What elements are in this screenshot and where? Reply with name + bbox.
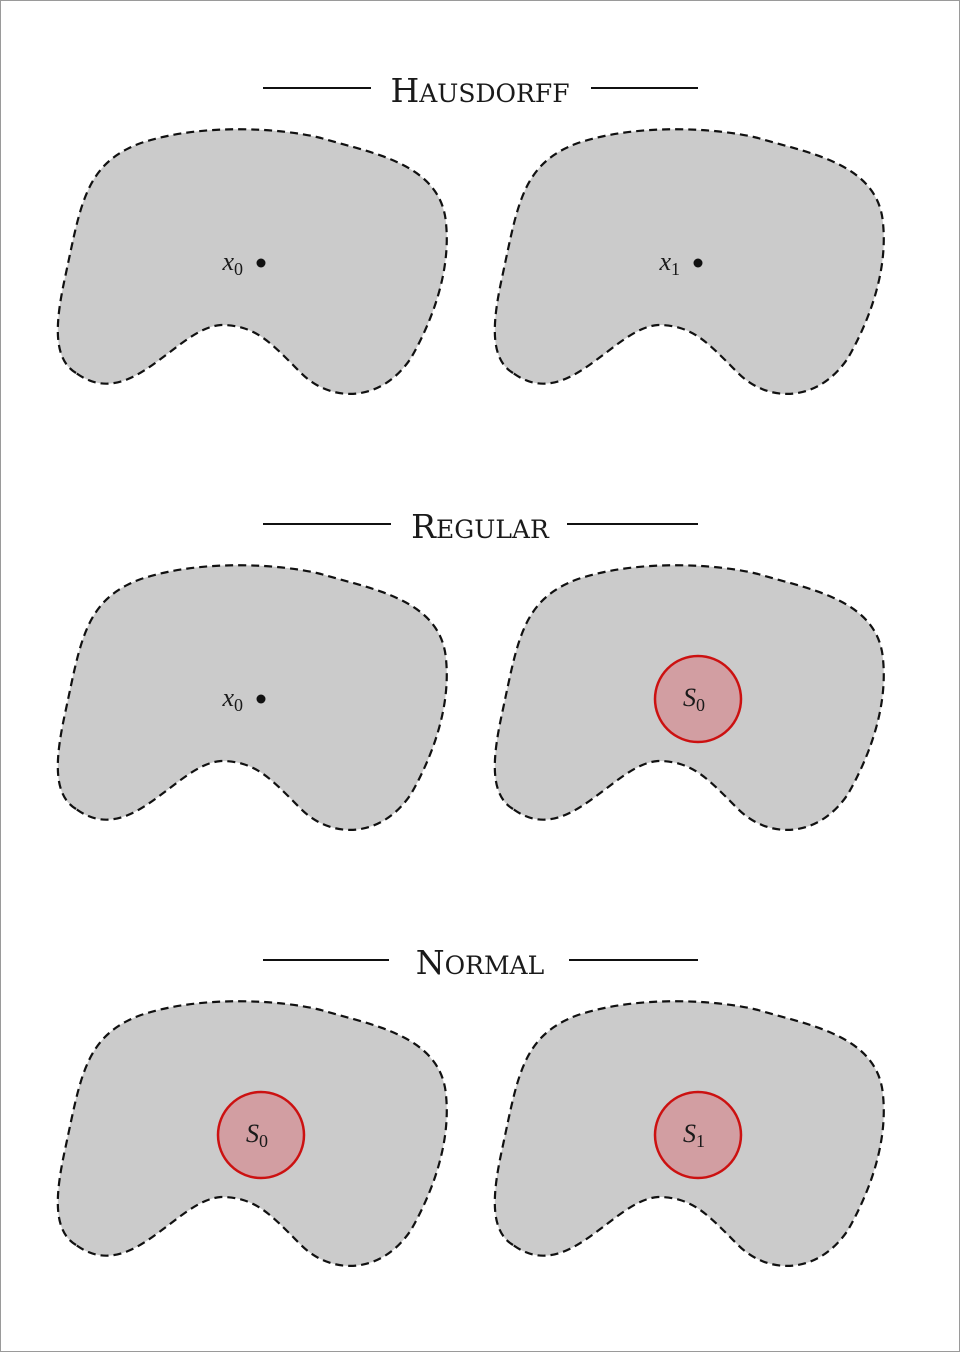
region-left: S0	[56, 1000, 448, 1267]
section-regular: REGULAR x0 S0	[56, 507, 885, 831]
point-label: x1	[658, 247, 680, 279]
section-heading: HAUSDORFF	[263, 71, 698, 110]
region-right: S1	[493, 1000, 885, 1267]
section-heading: REGULAR	[263, 507, 698, 546]
open-set-region	[56, 128, 448, 395]
region-left: x0	[56, 128, 448, 395]
section-title: NORMAL	[416, 943, 544, 982]
closed-set-disc	[653, 1090, 743, 1180]
open-set-region	[56, 564, 448, 831]
disc-label: S1	[683, 1119, 705, 1151]
region-right: x1	[493, 128, 885, 395]
closed-set-disc	[216, 1090, 306, 1180]
point-label: x0	[221, 683, 243, 715]
section-hausdorff: HAUSDORFF x0 x1	[56, 71, 885, 395]
disc-label: S0	[246, 1119, 268, 1151]
closed-set-disc	[653, 654, 743, 744]
point-label: x0	[221, 247, 243, 279]
region-right: S0	[493, 564, 885, 831]
disc-label: S0	[683, 683, 705, 715]
point-marker	[693, 258, 703, 268]
section-title: HAUSDORFF	[390, 71, 569, 110]
region-left: x0	[56, 564, 448, 831]
open-set-region	[493, 128, 885, 395]
section-heading: NORMAL	[263, 943, 698, 982]
section-normal: NORMAL S0 S1	[56, 943, 885, 1267]
section-title: REGULAR	[411, 507, 550, 546]
point-marker	[256, 694, 266, 704]
point-marker	[256, 258, 266, 268]
